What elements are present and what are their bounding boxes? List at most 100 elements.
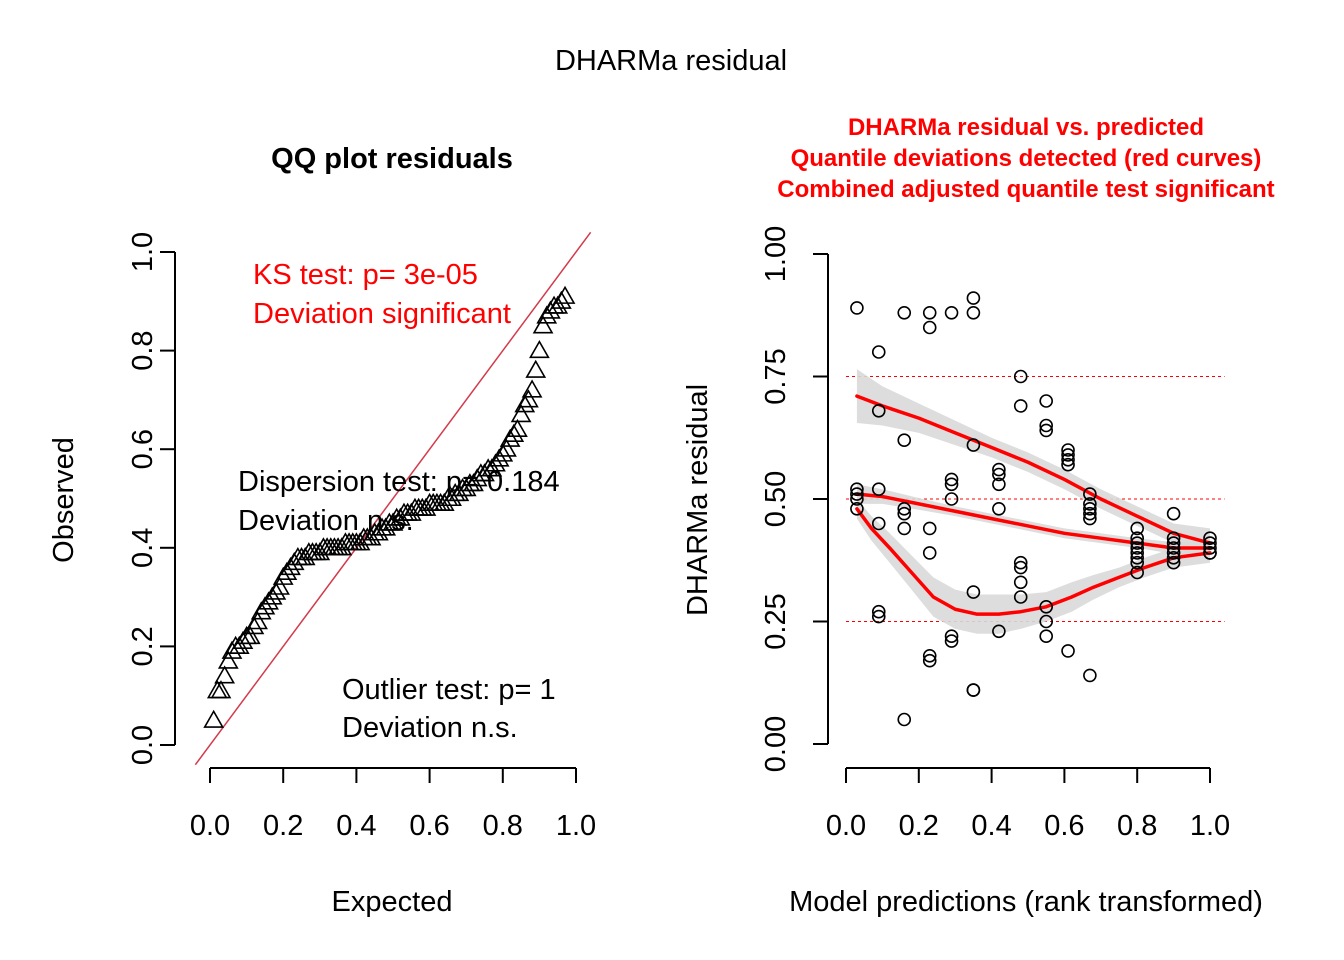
- rv-x-tick-label: 0.6: [1044, 810, 1084, 842]
- rv-point: [1130, 541, 1144, 555]
- rv-point: [1083, 501, 1097, 516]
- rv-point: [944, 634, 959, 648]
- rv-point: [1203, 546, 1217, 560]
- rv-x-label: Model predictions (rank transformed): [789, 886, 1263, 918]
- qq-point: [214, 665, 236, 684]
- qq-point: [269, 576, 290, 595]
- rv-point: [897, 506, 912, 521]
- rv-point: [922, 305, 937, 320]
- rv-point: [1061, 443, 1075, 457]
- rv-point: [1013, 590, 1028, 604]
- qq-point: [239, 625, 261, 645]
- qq-plot: QQ plot residuals 0.0 0.2 0.4 0.6 0.8 1.0 0.0…: [48, 143, 596, 918]
- rv-point: [922, 648, 937, 663]
- rv-point: [966, 305, 981, 320]
- rv-point: [871, 403, 886, 418]
- rv-point: [1130, 536, 1144, 550]
- rv-point: [1013, 555, 1028, 570]
- rv-point: [850, 301, 864, 315]
- rv-point: [1083, 497, 1097, 511]
- rv-point: [897, 712, 912, 727]
- rv-y-label: DHARMa residual: [682, 384, 714, 616]
- rv-confidence-band: [856, 499, 1210, 634]
- rv-title-line-2: Quantile deviations detected (red curves…: [791, 145, 1262, 172]
- page-title: DHARMa residual: [555, 45, 787, 77]
- rv-x-tick-label: 0.2: [899, 810, 939, 842]
- rv-point: [850, 501, 864, 516]
- rv-point: [1166, 536, 1181, 550]
- qq-point: [554, 285, 576, 304]
- rv-quantile-curve: [855, 492, 1212, 550]
- rv-x-ticks: 0.0 0.2 0.4 0.6 0.8 1.0: [826, 768, 1230, 842]
- rv-point: [1039, 629, 1053, 644]
- rv-point: [1061, 448, 1075, 462]
- rv-x-tick-label: 1.0: [1190, 810, 1230, 842]
- rv-point: [1013, 369, 1028, 384]
- rv-point: [871, 604, 886, 619]
- rv-point: [1083, 506, 1097, 521]
- rv-point: [922, 546, 937, 560]
- qq-point: [518, 389, 539, 408]
- qq-reference-line: [194, 231, 592, 766]
- rv-y-tick-label: 1.00: [760, 226, 792, 282]
- rv-point: [1166, 531, 1181, 546]
- rv-point: [1130, 531, 1144, 546]
- rv-point: [966, 585, 981, 599]
- qq-point: [217, 650, 239, 669]
- dispersion-test-text: Dispersion test: p= 0.184: [238, 466, 560, 498]
- qq-point: [529, 339, 550, 359]
- rv-point: [1130, 555, 1144, 570]
- rv-point: [1166, 546, 1181, 560]
- rv-point: [1203, 541, 1217, 555]
- rv-y-tick-label: 0.50: [760, 471, 792, 527]
- residual-vs-predicted-plot: DHARMa residual vs. predicted Quantile d…: [682, 114, 1275, 918]
- qq-y-label: Observed: [48, 437, 80, 563]
- qq-x-ticks: 0.0 0.2 0.4 0.6 0.8 1.0: [190, 768, 596, 842]
- rv-x-tick-label: 0.0: [826, 810, 866, 842]
- qq-point: [532, 315, 554, 334]
- rv-point: [992, 462, 1006, 477]
- rv-point: [1039, 423, 1053, 438]
- rv-point: [922, 653, 937, 668]
- rv-point: [966, 683, 981, 697]
- rv-point: [871, 482, 886, 497]
- rv-point: [992, 501, 1006, 516]
- qq-point: [521, 379, 543, 398]
- rv-point: [992, 624, 1006, 639]
- rv-point: [897, 305, 912, 320]
- rv-point: [1083, 487, 1097, 501]
- rv-point: [966, 438, 981, 452]
- rv-point: [1039, 614, 1053, 629]
- rv-point: [1130, 521, 1144, 536]
- rv-point: [850, 492, 864, 506]
- rv-y-tick-label: 0.00: [760, 716, 792, 772]
- qq-point: [210, 680, 232, 699]
- rv-point: [1166, 555, 1181, 570]
- rv-point: [897, 521, 912, 536]
- rv-point: [1013, 575, 1028, 590]
- qq-x-tick-label: 1.0: [556, 810, 596, 842]
- rv-point: [897, 433, 912, 448]
- rv-x-tick-label: 0.4: [971, 810, 1011, 842]
- qq-title: QQ plot residuals: [271, 143, 513, 175]
- qq-y-tick-label: 0.6: [127, 429, 159, 469]
- rv-point: [1083, 511, 1097, 526]
- rv-point: [944, 477, 959, 492]
- rv-point: [871, 609, 886, 624]
- qq-y-ticks: 0.0 0.2 0.4 0.6 0.8 1.0: [127, 232, 175, 765]
- rv-y-tick-label: 0.25: [760, 593, 792, 649]
- qq-point: [525, 359, 547, 378]
- qq-y-tick-label: 1.0: [127, 232, 159, 272]
- qq-x-label: Expected: [332, 886, 453, 918]
- qq-x-tick-label: 0.0: [190, 810, 230, 842]
- qq-x-tick-label: 0.2: [263, 810, 303, 842]
- rv-point: [1013, 399, 1028, 413]
- rv-point: [850, 487, 864, 501]
- rv-point: [1083, 668, 1097, 683]
- rv-point: [1203, 531, 1217, 546]
- rv-y-ticks: 0.00 0.25 0.50 0.75 1.00: [760, 226, 828, 772]
- rv-point: [966, 291, 981, 305]
- rv-point: [944, 305, 959, 320]
- rv-point: [922, 521, 937, 536]
